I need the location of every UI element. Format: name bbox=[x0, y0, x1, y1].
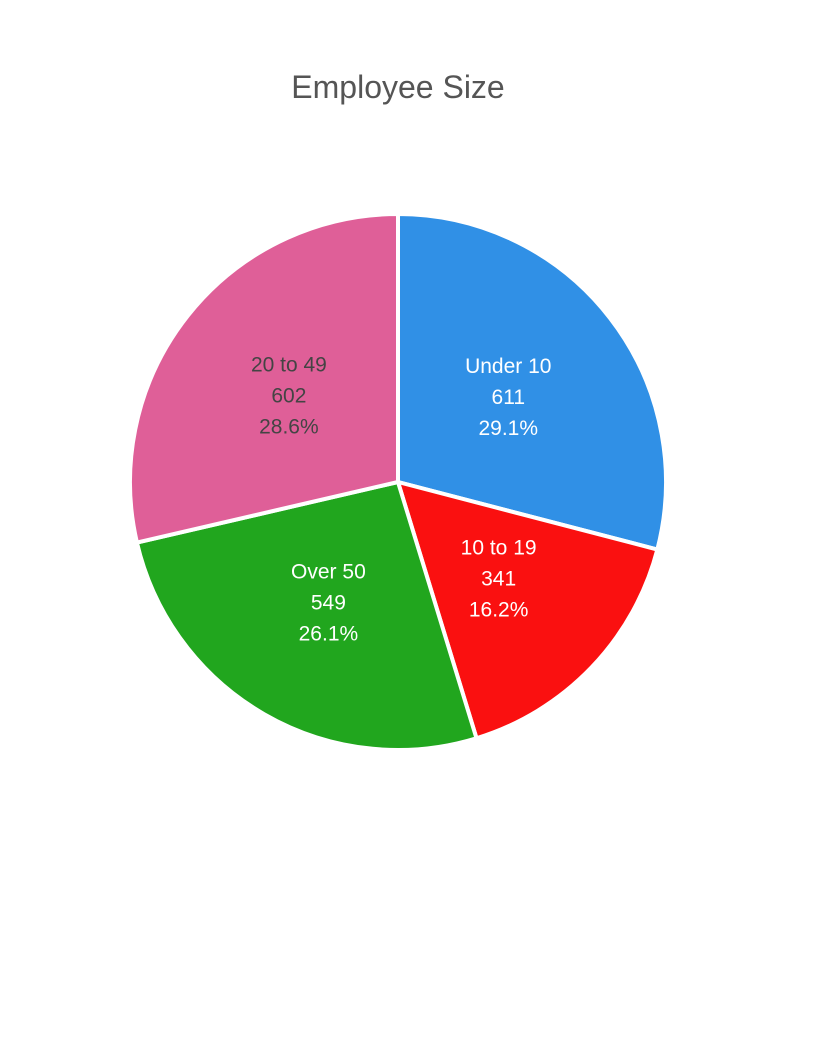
slice-labels: Under 10 611 29.1% 10 to 19 341 16.2% Over 50 5… bbox=[251, 353, 552, 645]
pie-slice-20-to-49 bbox=[128, 212, 400, 545]
slice-value-label-over-50: 549 bbox=[311, 592, 346, 615]
slice-value-label-under-10: 611 bbox=[492, 386, 525, 409]
pie-slice-over-50 bbox=[134, 480, 479, 752]
chart-title: Employee Size bbox=[291, 69, 504, 105]
slice-percent-label-10-to-19: 16.2% bbox=[469, 598, 529, 621]
slice-percent-label-over-50: 26.1% bbox=[299, 623, 359, 646]
slice-name-label-over-50: Over 50 bbox=[291, 561, 366, 584]
slice-name-label-20-to-49: 20 to 49 bbox=[251, 353, 327, 376]
slice-name-label-10-to-19: 10 to 19 bbox=[461, 536, 537, 559]
slice-percent-label-under-10: 29.1% bbox=[478, 417, 538, 440]
pie-slice-under-10 bbox=[396, 212, 668, 552]
pie-slice-10-to-19 bbox=[396, 480, 660, 741]
slice-percent-label-20-to-49: 28.6% bbox=[259, 415, 319, 438]
slice-value-label-20-to-49: 602 bbox=[271, 384, 306, 407]
slice-name-label-under-10: Under 10 bbox=[465, 355, 551, 378]
pie-slices bbox=[128, 212, 668, 752]
slice-value-label-10-to-19: 341 bbox=[481, 567, 516, 590]
